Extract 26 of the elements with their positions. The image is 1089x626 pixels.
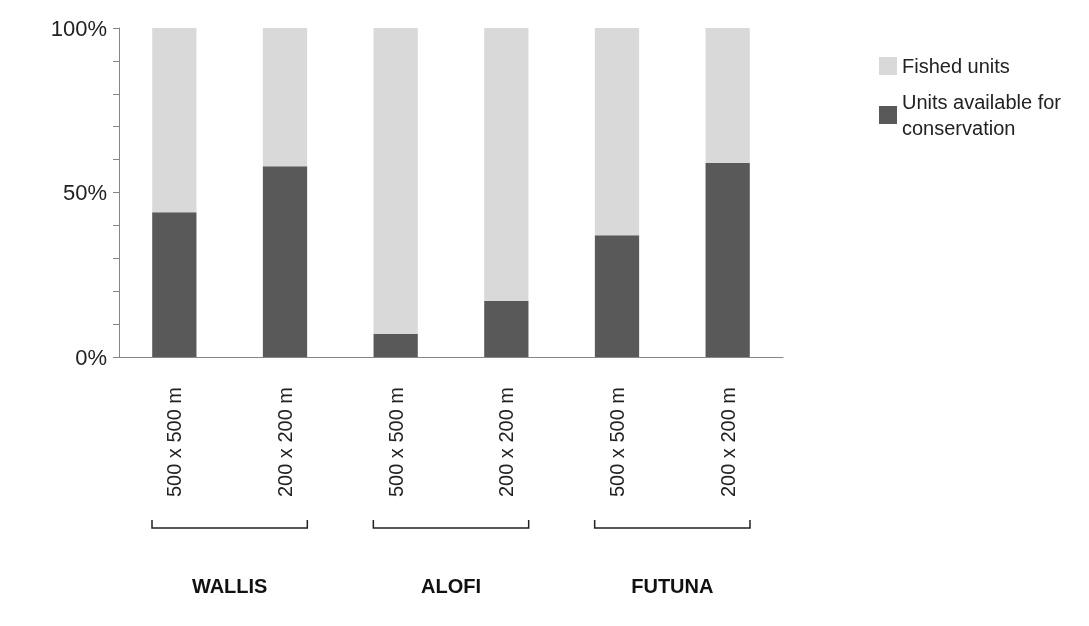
bar <box>373 28 418 334</box>
x-tick-label: 200 x 200 m <box>495 387 518 498</box>
x-tick-label: 500 x 500 m <box>163 387 186 498</box>
bar <box>262 166 308 357</box>
bar <box>484 28 529 302</box>
bar <box>705 28 750 163</box>
text: WALLIS <box>191 575 268 597</box>
x-tick-label: 500 x 500 m <box>606 387 628 498</box>
bar <box>373 333 418 357</box>
bar <box>152 212 197 357</box>
x-tick-label: 500 x 500 m <box>384 387 407 498</box>
x-tick-label: 200 x 200 m <box>274 387 296 498</box>
y-tick-label: 50% <box>62 180 107 205</box>
bar <box>594 235 640 357</box>
legend-label: Fished units <box>902 55 1010 77</box>
y-tick-label: 0% <box>75 344 107 370</box>
bar <box>594 28 640 236</box>
text: ALOFI <box>421 575 481 597</box>
legend-label: Units available for conservation <box>902 91 1067 139</box>
bar <box>705 162 750 357</box>
text: FUTUNA <box>631 575 714 597</box>
y-tick-label: 100% <box>50 15 107 41</box>
x-tick-label: 200 x 200 m <box>716 387 739 498</box>
bar <box>484 301 529 357</box>
bar <box>152 28 197 213</box>
bar <box>262 28 308 167</box>
